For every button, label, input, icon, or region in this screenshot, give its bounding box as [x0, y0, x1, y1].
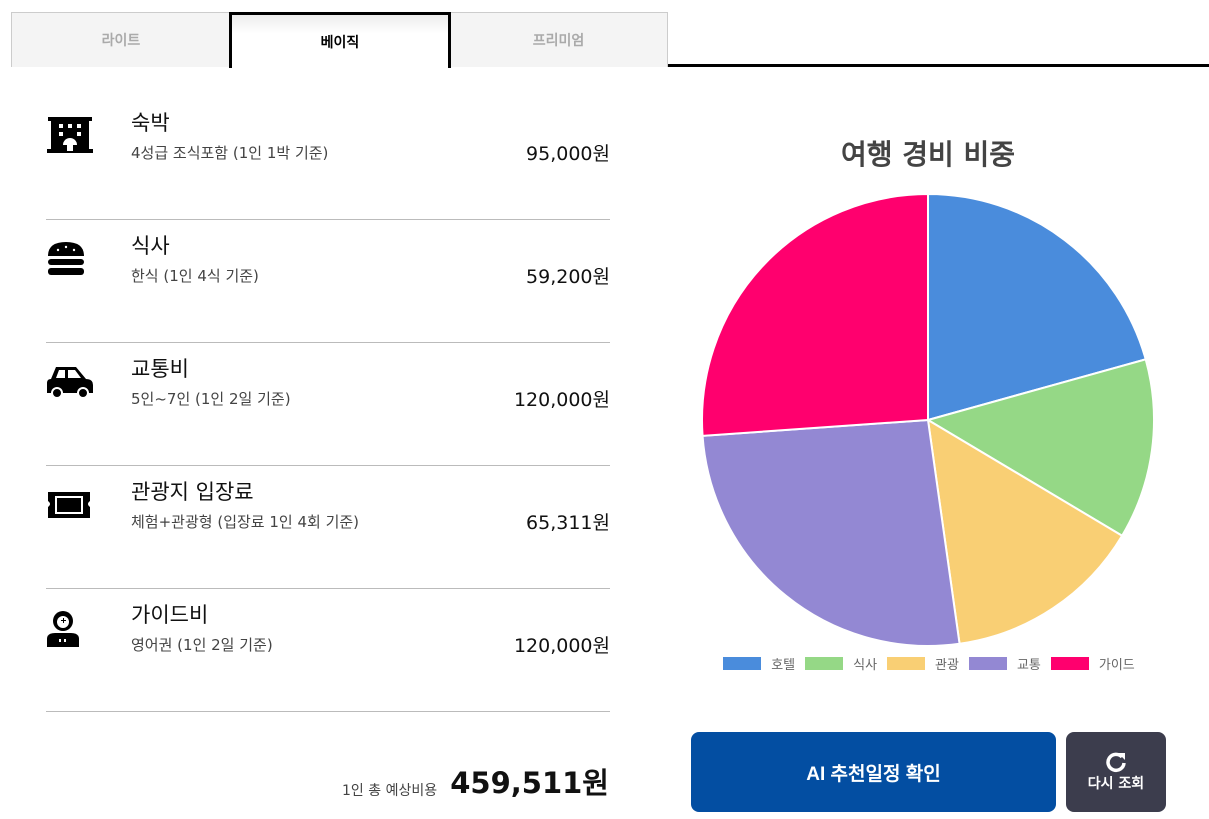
legend-label: 교통 — [1016, 658, 1041, 673]
item-price: 65,311원 — [526, 512, 610, 534]
legend-swatch — [723, 657, 762, 670]
item-price: 120,000원 — [513, 389, 610, 411]
item-desc: 영어권 (1인 2일 기준) — [131, 636, 273, 654]
refresh-label: 다시 조회 — [1087, 776, 1145, 792]
tab-basic[interactable]: 베이직 — [229, 12, 451, 68]
cost-row-transport: 교통비 5인~7인 (1인 2일 기준) 120,000원 — [46, 343, 610, 466]
cost-row-meal: 식사 한식 (1인 4식 기준) 59,200원 — [46, 220, 610, 343]
cost-row-lodging: 숙박 4성급 조식포함 (1인 1박 기준) 95,000원 — [46, 97, 610, 220]
pie-slice-식사 — [925, 358, 1155, 538]
item-desc: 체험+관광형 (입장료 1인 4회 기준) — [131, 513, 360, 531]
pie-slice-관광 — [926, 418, 1124, 645]
legend-item[interactable]: 교통 — [968, 654, 1041, 673]
tab-lite[interactable]: 라이트 — [11, 12, 231, 67]
legend-item[interactable]: 관광 — [887, 654, 959, 673]
total-label: 1인 총 예상비용 — [342, 783, 438, 799]
car-icon — [47, 367, 93, 399]
legend-swatch — [1050, 657, 1089, 670]
pie-slice-호텔 — [927, 192, 1147, 422]
item-price: 120,000원 — [513, 635, 610, 657]
item-title: 관광지 입장료 — [131, 480, 254, 504]
legend-label: 가이드 — [1098, 658, 1135, 673]
legend-label: 관광 — [935, 658, 959, 673]
legend-label: 식사 — [853, 658, 878, 673]
guide-icon — [47, 611, 79, 647]
ai-itinerary-button[interactable]: AI 추천일정 확인 — [691, 732, 1056, 812]
legend-swatch — [968, 657, 1007, 670]
hotel-icon — [47, 117, 93, 153]
refresh-icon — [1106, 752, 1126, 773]
legend-item[interactable]: 가이드 — [1050, 654, 1135, 673]
legend-label: 호텔 — [771, 658, 796, 673]
item-title: 숙박 — [131, 111, 170, 135]
chart-legend: 호텔 식사 관광 교통 가이드 — [700, 654, 1158, 673]
plan-tabs: 라이트 베이직 프리미엄 — [11, 12, 1209, 68]
tab-premium[interactable]: 프리미엄 — [449, 12, 668, 67]
legend-swatch — [887, 657, 926, 670]
item-desc: 4성급 조식포함 (1인 1박 기준) — [131, 144, 329, 162]
cost-row-admission: 관광지 입장료 체험+관광형 (입장료 1인 4회 기준) 65,311원 — [46, 466, 610, 589]
ticket-icon — [48, 492, 90, 518]
chart-title: 여행 경비 비중 — [840, 138, 1016, 171]
cost-row-guide: 가이드비 영어권 (1인 2일 기준) 120,000원 — [46, 589, 610, 712]
legend-swatch — [805, 657, 844, 670]
pie-slice-교통 — [701, 418, 961, 647]
item-desc: 5인~7인 (1인 2일 기준) — [131, 390, 291, 408]
item-title: 가이드비 — [131, 603, 209, 627]
item-desc: 한식 (1인 4식 기준) — [131, 267, 259, 285]
item-title: 교통비 — [131, 357, 189, 381]
total-value: 459,511원 — [450, 766, 609, 800]
legend-item[interactable]: 식사 — [805, 654, 877, 673]
legend-item[interactable]: 호텔 — [723, 654, 795, 673]
pie-chart — [701, 192, 1155, 647]
item-title: 식사 — [131, 234, 170, 258]
item-price: 59,200원 — [526, 266, 610, 288]
burger-icon — [48, 242, 84, 275]
refresh-button[interactable]: 다시 조회 — [1066, 732, 1166, 812]
item-price: 95,000원 — [526, 143, 610, 165]
pie-slice-가이드 — [701, 192, 929, 437]
